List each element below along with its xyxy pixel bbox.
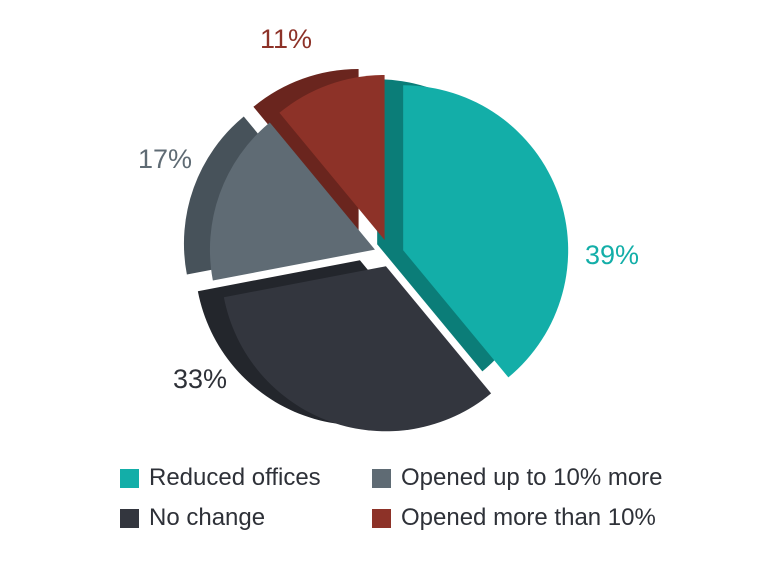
pie-slice-reduced-offices <box>403 85 569 378</box>
legend-item-no-change: No change <box>120 504 265 532</box>
pie-slice-opened-more-than-10 <box>279 74 385 240</box>
legend-swatch-no-change <box>120 508 139 528</box>
pie-label-no-change: 33% <box>173 364 227 394</box>
legend-swatch-opened-more-than-10 <box>372 508 391 528</box>
legend-swatch-opened-up-to-10-more <box>372 468 391 488</box>
pie-labels-layer: 39% 33% 17% 11% <box>138 24 639 394</box>
legend-item-opened-up-to-10-more: Opened up to 10% more <box>372 464 663 492</box>
legend-swatch-reduced-offices <box>120 468 139 488</box>
pie-slices-layer <box>209 74 569 432</box>
chart-legend: Reduced offices Opened up to 10% more No… <box>120 460 680 550</box>
pie-chart: 39% 33% 17% 11% <box>138 24 639 432</box>
legend-item-reduced-offices: Reduced offices <box>120 464 321 492</box>
pie-slice-opened-up-to-10-more <box>209 122 375 281</box>
legend-item-opened-more-than-10: Opened more than 10% <box>372 504 656 532</box>
pie-label-reduced-offices: 39% <box>585 240 639 270</box>
pie-label-opened-more-than-10: 11% <box>260 24 312 54</box>
legend-label-reduced-offices: Reduced offices <box>149 464 321 491</box>
legend-label-no-change: No change <box>149 504 266 531</box>
legend-label-opened-more-than-10: Opened more than 10% <box>401 504 656 531</box>
pie-label-opened-up-to-10-more: 17% <box>138 144 192 174</box>
pie-slice-no-change <box>223 266 492 432</box>
legend-label-opened-up-to-10-more: Opened up to 10% more <box>401 464 663 491</box>
